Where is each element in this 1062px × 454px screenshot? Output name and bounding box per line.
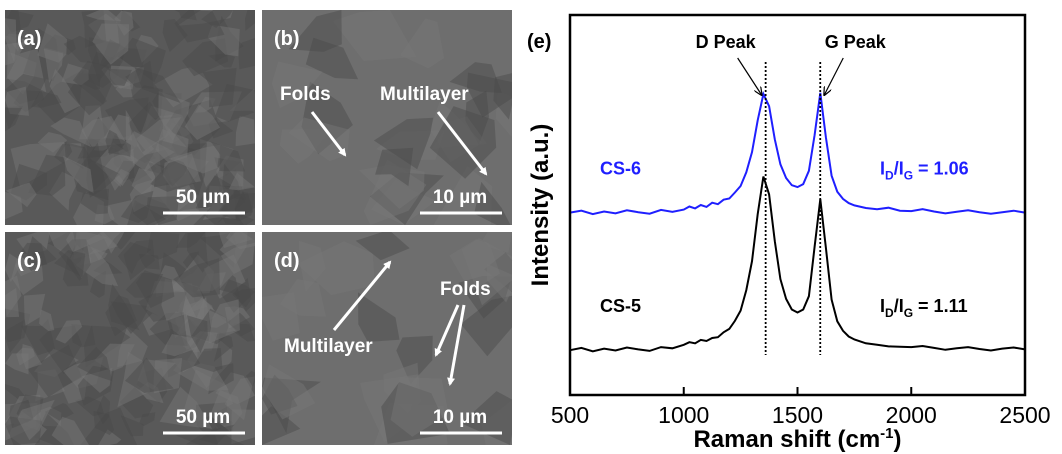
scale-bar-label: 50 µm [176,187,230,208]
ratio-label: ID/IG = 1.06 [880,159,969,183]
label-part: D [885,306,894,320]
label-sup: -1 [880,425,893,442]
annotation: Folds [280,84,331,105]
figure: (a) 50 µm (b) 10 µm (c) 50 µm (d) 10 µm Folds M… [0,0,1062,454]
sem-panels: (a) 50 µm (b) 10 µm (c) 50 µm (d) 10 µm [5,10,512,445]
ratio-label: ID/IG = 1.11 [880,296,968,320]
label-part: Raman shift (cm [693,426,880,453]
label-part: G [904,306,913,320]
series-name: CS-5 [600,296,641,316]
y-axis-label: Intensity (a.u.) [527,124,554,287]
label-part: D [885,169,894,183]
spectrum-line [570,177,1025,352]
label-part: = 1.11 [913,296,968,316]
peak-label: D Peak [696,32,757,52]
scale-bar-label: 50 µm [176,407,230,428]
x-axis-label: Raman shift (cm-1) [693,425,901,453]
panel-label: (b) [274,28,300,50]
sem-image: (b) 10 µm [262,10,512,225]
peak-label: G Peak [825,32,887,52]
panel-label: (c) [17,250,41,272]
x-tick-label: 2500 [999,402,1050,428]
spectrum-line [570,93,1025,214]
x-tick-label: 500 [551,402,589,428]
panel-label: (a) [17,28,41,50]
scale-bar-label: 10 µm [433,407,487,428]
annotation: Multilayer [380,84,469,105]
x-tick-label: 1000 [658,402,709,428]
peak-arrow [738,58,762,95]
series-name: CS-6 [600,159,641,179]
x-tick-label: 1500 [772,402,823,428]
panel-label: (e) [527,31,551,53]
annotation: Folds [440,279,491,300]
scale-bar-label: 10 µm [433,187,487,208]
sem-image: (a) 50 µm [5,10,255,225]
label-part: ) [894,426,902,453]
label-part: /I [894,296,904,316]
panel-label: (d) [274,250,300,272]
sem-image: (c) 50 µm [5,232,255,445]
label-part: /I [894,159,904,179]
plot-frame [570,15,1025,395]
raman-chart: (e) Intensity (a.u.) 5001000150020002500… [527,15,1051,453]
label-part: G [904,169,913,183]
annotation: Multilayer [284,336,373,357]
label-part: = 1.06 [913,159,969,179]
peak-arrow [824,58,843,95]
